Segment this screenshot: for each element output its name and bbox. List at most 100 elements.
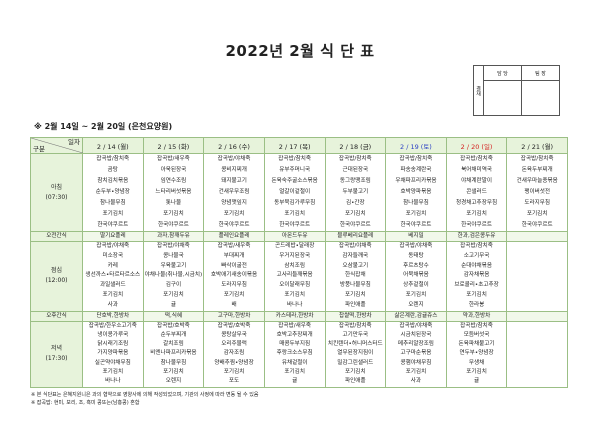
corner-date-label: 일자	[68, 138, 80, 146]
menu-item: 사과	[410, 378, 422, 385]
menu-item: 잡곡밥/야채죽	[399, 243, 433, 249]
menu-cell: 잡곡밥/야채죽 콩비지찌개 돼지불고기 건새우무조림 양념깻잎지 포기김치 한국야쿠르트	[203, 153, 265, 232]
menu-item: 한국야쿠르트	[157, 222, 189, 228]
day-header: 2 / 20 (일)	[445, 137, 508, 154]
menu-item: 사과	[107, 301, 118, 308]
menu-item: 참나물무침	[403, 200, 429, 206]
menu-item: 실곤약야채무침	[94, 359, 131, 366]
menu-item: 한식잡채	[345, 272, 366, 279]
menu-cell	[506, 231, 568, 242]
menu-item: 후르츠탕수	[403, 262, 429, 269]
row-label: 아침 (07:30)	[30, 153, 83, 232]
menu-cell: 잡곡밥/야채죽 미소장국 카레 생선까스•타르타르소스 과일샐러드 포기김치 사과	[82, 241, 144, 312]
menu-item: 참나물무침	[99, 200, 126, 206]
diagonal-divider	[31, 138, 83, 153]
menu-item: 순두부•양념장	[95, 189, 130, 195]
menu-item: 동태탕	[408, 252, 424, 259]
menu-item: 돈육숙주굴소스볶음	[271, 178, 318, 184]
meal-row: 저녁 (17:30) 잡곡밥/한우소고기죽 냉이콩가루국 닭시래기조림 가지양파볶음 실곤약…	[30, 320, 568, 388]
menu-item: 잡곡밥/참치죽	[338, 322, 372, 329]
menu-item: 바나나	[286, 301, 303, 308]
menu-item: 생선까스•타르타르소스	[85, 272, 141, 279]
menu-item: 잡곡밥/호박죽	[157, 322, 190, 329]
menu-cell: 잡곡밥/한우소고기죽 냉이콩가루국 닭시래기조림 가지양파볶음 실곤약야채무침 포기김치 바…	[82, 320, 144, 388]
meal-row: 점심 (12:00) 잡곡밥/야채죽 미소장국 카레 생선까스•타르타르소스 과일샐러드 포기…	[30, 241, 568, 312]
menu-item: 포기김치	[163, 291, 184, 298]
menu-item: 순대야채볶음	[461, 262, 492, 269]
menu-item: 한국야쿠르트	[339, 222, 371, 228]
menu-cell: 한과,검은콩두유	[445, 231, 508, 242]
menu-item: 고구마,한방차	[217, 312, 251, 319]
meal-table-section: 일자 구분 2 / 14 (월) 2 / 15 (화) 2 / 16 (수) 2 / …	[30, 137, 568, 407]
menu-cell: 잡곡밥/호박죽 콩탕살무국 오리주물럭 감자조림 양배추찜•양념장 포기김치 포도	[203, 320, 265, 388]
menu-item: 감자조림	[223, 350, 245, 357]
menu-cell	[506, 241, 568, 312]
menu-item: 한과,검은콩두유	[457, 233, 496, 239]
menu-item: 잡곡밥/참치죽	[96, 156, 130, 162]
menu-item: 건새우무조림	[218, 189, 250, 195]
menu-item: 귤	[170, 301, 177, 308]
meal-time: (12:00)	[45, 277, 68, 285]
menu-item: 삼치조림	[284, 262, 305, 269]
menu-item: 후랑크소스무침	[276, 350, 313, 357]
menu-item: 냉이콩가루국	[97, 331, 129, 338]
menu-cell: 잡곡밥/호박죽 순두부찌개 갈치조림 비엔나파프리카볶음 참나물무침 포기김치 오렌지	[142, 320, 205, 388]
menu-item: 밀감그린샐러드	[337, 359, 374, 366]
menu-item: 소고기무국	[463, 252, 490, 259]
menu-item: 파송송계란국	[400, 167, 432, 173]
approval-sign-lead[interactable]	[521, 80, 560, 116]
menu-item: 두부불고기	[342, 189, 369, 195]
menu-cell: 고구마,한방차	[203, 310, 265, 322]
menu-cell: 곤드레밥•달래장 우거지된장국 삼치조림 고사리들깨볶음 오이달래무침 포기김치 바나나	[263, 241, 326, 312]
menu-item: 호박고추장찌개	[276, 331, 313, 338]
menu-cell: 잡곡밥/새우죽 호박고추장찌개 매콤두부지짐 후랑크소스무침 유채겉절이 포기김치 귤	[263, 320, 326, 388]
menu-item: 포기김치	[223, 369, 245, 376]
day-header: 2 / 19 (토)	[385, 137, 447, 154]
menu-item: 잡곡밥/참치죽	[520, 156, 554, 162]
menu-item: 포기김치	[405, 211, 427, 217]
menu-item: 양념깻잎지	[221, 200, 247, 206]
menu-item: 포기김치	[163, 369, 184, 376]
day-header: 2 / 16 (수)	[203, 137, 265, 154]
menu-item: 포기김치	[102, 211, 124, 217]
menu-item: 잡곡밥/새우죽	[278, 322, 312, 329]
menu-item: 잡곡밥/야채죽	[157, 243, 190, 249]
menu-item: 오삼불고기	[342, 262, 369, 269]
menu-item: 돼지불고기	[221, 178, 247, 184]
menu-item: 포기김치	[405, 369, 427, 376]
menu-item: 도라지무침	[221, 282, 247, 289]
menu-item: 건새우마늘종볶음	[516, 178, 558, 184]
menu-item: 방풍나물무침	[339, 282, 371, 289]
menu-item: 양배추찜•양념장	[214, 359, 254, 366]
menu-cell: 단호박,한방차	[82, 310, 144, 322]
menu-item: 얼갈이겉절이	[279, 189, 311, 195]
approval-sign-manager[interactable]	[483, 80, 522, 116]
menu-cell: 잡곡밥/새우죽 아욱된장국 임연수조림 느타리버섯볶음 톳나물 포기김치 한국야쿠르트	[142, 153, 205, 232]
menu-item: 귤	[292, 378, 298, 385]
note-1: ※ 본 식단표는 은혜지원니은 과의 협약으로 영양사에 의해 작성되었으며, …	[31, 391, 259, 398]
snack-row: 오전간식 딸기요플레 과자,참깨두유 플레인요플레 아몬드두유 블루베리요플레 베지밀 한과,…	[30, 231, 568, 242]
menu-item: 톳나물	[165, 200, 182, 206]
menu-cell: 잡곡밥/참치죽 북어채미역국 야채계란말이 콘샐러드 청경채고추장무침 포기김치 한국야쿠르…	[445, 153, 508, 232]
menu-item: 미소장국	[102, 252, 124, 259]
day-header: 2 / 17 (목)	[263, 137, 326, 154]
menu-item: 블루베리요플레	[337, 233, 374, 239]
menu-item: 김•간장	[345, 200, 365, 206]
menu-item: 과일샐러드	[99, 282, 126, 289]
menu-item: 포기김치	[284, 291, 305, 298]
menu-cell: 삶은계란,감귤쥬스	[385, 310, 447, 322]
note-2: ※ 잡곡밥: 현미, 보리, 조, 흑미 콩또는(남흥콩) 혼합	[31, 399, 140, 406]
day-header: 2 / 18 (금)	[324, 137, 387, 154]
menu-item: 플레인요플레	[218, 233, 250, 239]
menu-item: 곰탕	[107, 167, 118, 173]
menu-item: 한국야쿠르트	[521, 222, 553, 228]
menu-item: 고사리들깨볶음	[276, 272, 313, 279]
menu-item: 한국야쿠르트	[461, 222, 492, 228]
menu-item: 비엔나파프리카볶음	[150, 350, 197, 357]
menu-item: 딸기요플레	[99, 233, 126, 239]
meal-name: 오전간식	[46, 233, 67, 239]
menu-item: 잡곡밥/참치죽	[460, 156, 493, 162]
menu-item: 한국야쿠르트	[97, 222, 129, 228]
menu-cell: 잡곡밥/참치죽 소고기무국 순대야채볶음 감자채볶음 브로콜리•초고추장 포기김치 한라봉	[445, 241, 508, 312]
menu-item: 야채계란말이	[461, 178, 492, 184]
